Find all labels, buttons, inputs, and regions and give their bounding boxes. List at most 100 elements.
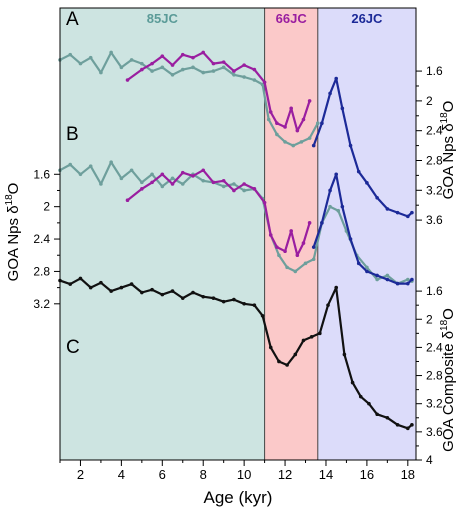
point-B-26JC xyxy=(356,261,361,266)
x-tick-label: 10 xyxy=(237,467,251,482)
point-B-26JC xyxy=(395,281,400,286)
point-A-26JC xyxy=(320,121,324,126)
point-C-Composite xyxy=(191,290,195,295)
point-B-66JC xyxy=(289,229,293,233)
x-tick-label: 14 xyxy=(319,467,333,482)
y-tick-label: 3.2 xyxy=(426,183,443,197)
point-C-Composite xyxy=(410,423,414,427)
point-A-85JC xyxy=(221,65,226,70)
point-B-85JC xyxy=(303,261,308,266)
right-axis-bottom-title: GOA Composite δ18O xyxy=(439,308,457,452)
point-C-Composite xyxy=(252,303,257,307)
point-B-66JC xyxy=(191,174,195,178)
point-B-85JC xyxy=(277,253,281,258)
point-B-85JC xyxy=(88,164,93,168)
point-A-85JC xyxy=(99,70,103,75)
point-B-66JC xyxy=(140,187,144,191)
point-C-Composite xyxy=(170,289,175,293)
point-C-Composite xyxy=(232,297,236,302)
point-B-85JC xyxy=(311,257,316,262)
point-C-Composite xyxy=(406,426,410,431)
point-C-Composite xyxy=(268,345,273,350)
y-tick-label: 3.2 xyxy=(426,397,443,411)
point-B-66JC xyxy=(307,221,312,225)
point-B-26JC xyxy=(406,281,410,286)
point-B-85JC xyxy=(119,176,124,181)
point-B-66JC xyxy=(221,178,226,183)
y-tick-label: 2.4 xyxy=(426,340,443,354)
point-B-26JC xyxy=(375,273,379,278)
point-C-Composite xyxy=(326,303,330,307)
point-A-26JC xyxy=(395,210,400,215)
point-B-85JC xyxy=(385,273,390,278)
point-A-85JC xyxy=(109,50,113,55)
point-A-66JC xyxy=(160,54,165,58)
y-tick-label: 2 xyxy=(426,94,433,108)
y-tick-label: 2.4 xyxy=(426,124,443,138)
point-C-Composite xyxy=(109,289,113,293)
point-B-85JC xyxy=(365,265,369,270)
point-B-66JC xyxy=(295,253,300,258)
point-B-66JC xyxy=(268,233,273,237)
y-tick-label: 1.6 xyxy=(33,167,50,181)
point-B-66JC xyxy=(275,245,279,249)
point-B-66JC xyxy=(211,180,216,185)
x-axis: 2 4 6 8 10 12 14 16 18 xyxy=(59,460,415,482)
point-C-Composite xyxy=(78,276,83,281)
point-A-85JC xyxy=(275,132,279,137)
point-B-66JC xyxy=(301,241,306,245)
point-A-26JC xyxy=(311,143,316,148)
point-A-85JC xyxy=(252,78,257,82)
point-B-26JC xyxy=(340,204,345,209)
point-B-85JC xyxy=(221,184,226,189)
y-tick-label: 4 xyxy=(426,453,433,467)
point-C-Composite xyxy=(375,412,379,417)
point-A-26JC xyxy=(340,106,345,111)
series-A-85JC xyxy=(59,51,319,147)
point-A-26JC xyxy=(406,214,410,219)
point-A-85JC xyxy=(170,73,175,77)
point-B-66JC xyxy=(150,180,154,185)
point-A-66JC xyxy=(125,78,130,82)
y-tick-label: 1.6 xyxy=(426,64,443,78)
point-B-85JC xyxy=(150,172,154,177)
point-B-66JC xyxy=(180,170,185,175)
point-A-66JC xyxy=(275,121,279,126)
point-A-26JC xyxy=(365,181,369,185)
point-C-Composite xyxy=(301,338,306,343)
point-B-66JC xyxy=(160,172,165,177)
point-A-26JC xyxy=(348,143,353,148)
point-C-Composite xyxy=(367,401,371,406)
point-B-26JC xyxy=(328,188,332,193)
point-B-85JC xyxy=(180,182,185,186)
point-A-66JC xyxy=(307,99,312,103)
point-B-26JC xyxy=(348,237,353,241)
point-A-26JC xyxy=(385,207,390,211)
y-tick-label: 3.6 xyxy=(426,425,443,439)
point-B-26JC xyxy=(320,221,324,225)
point-A-66JC xyxy=(289,106,293,111)
point-A-85JC xyxy=(140,61,144,66)
point-C-Composite xyxy=(129,282,134,286)
point-A-66JC xyxy=(180,52,185,57)
y-tick-label: 2 xyxy=(426,312,433,326)
point-C-Composite xyxy=(385,415,390,420)
point-B-85JC xyxy=(285,265,289,270)
point-A-66JC xyxy=(283,125,287,129)
point-A-66JC xyxy=(232,69,236,73)
series-layer xyxy=(58,50,414,431)
point-A-85JC xyxy=(180,67,185,72)
point-A-85JC xyxy=(78,61,83,66)
y-tick-label: 1.6 xyxy=(426,284,443,298)
point-B-85JC xyxy=(375,277,379,282)
x-tick-label: 2 xyxy=(77,467,84,482)
point-A-66JC xyxy=(201,50,206,55)
point-A-66JC xyxy=(170,63,175,67)
point-A-85JC xyxy=(211,69,216,73)
x-tick-label: 12 xyxy=(278,467,292,482)
point-C-Composite xyxy=(180,296,185,300)
point-B-66JC xyxy=(262,200,267,205)
point-B-85JC xyxy=(293,269,298,274)
region-label-26JC: 26JC xyxy=(351,11,383,26)
point-B-85JC xyxy=(109,160,113,164)
